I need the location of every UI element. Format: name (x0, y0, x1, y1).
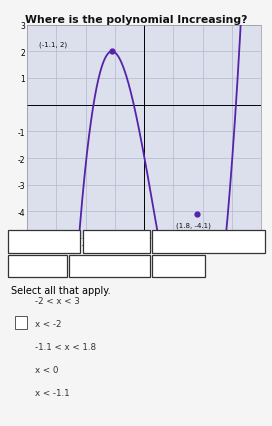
Text: −1.1 < x < 1.8: −1.1 < x < 1.8 (174, 238, 242, 247)
Text: x < 0: x < 0 (25, 262, 50, 271)
Text: −2 < x < 3: −2 < x < 3 (84, 262, 135, 271)
Text: Select all that apply.: Select all that apply. (11, 285, 110, 295)
Text: x < -2: x < -2 (35, 319, 62, 328)
Text: Where is the polynomial Increasing?: Where is the polynomial Increasing? (25, 15, 247, 25)
Text: (-1.1, 2): (-1.1, 2) (39, 42, 67, 49)
Text: -2 < x < 3: -2 < x < 3 (35, 296, 80, 305)
Text: x < -1.1: x < -1.1 (35, 388, 70, 397)
Text: x > 3: x > 3 (166, 262, 191, 271)
Text: (1.8, -4.1): (1.8, -4.1) (176, 222, 211, 228)
Text: -1.1 < x < 1.8: -1.1 < x < 1.8 (35, 342, 97, 351)
Text: x < −1.1: x < −1.1 (96, 238, 137, 247)
Text: x < −2: x < −2 (28, 238, 60, 247)
Text: x < 0: x < 0 (35, 365, 59, 374)
